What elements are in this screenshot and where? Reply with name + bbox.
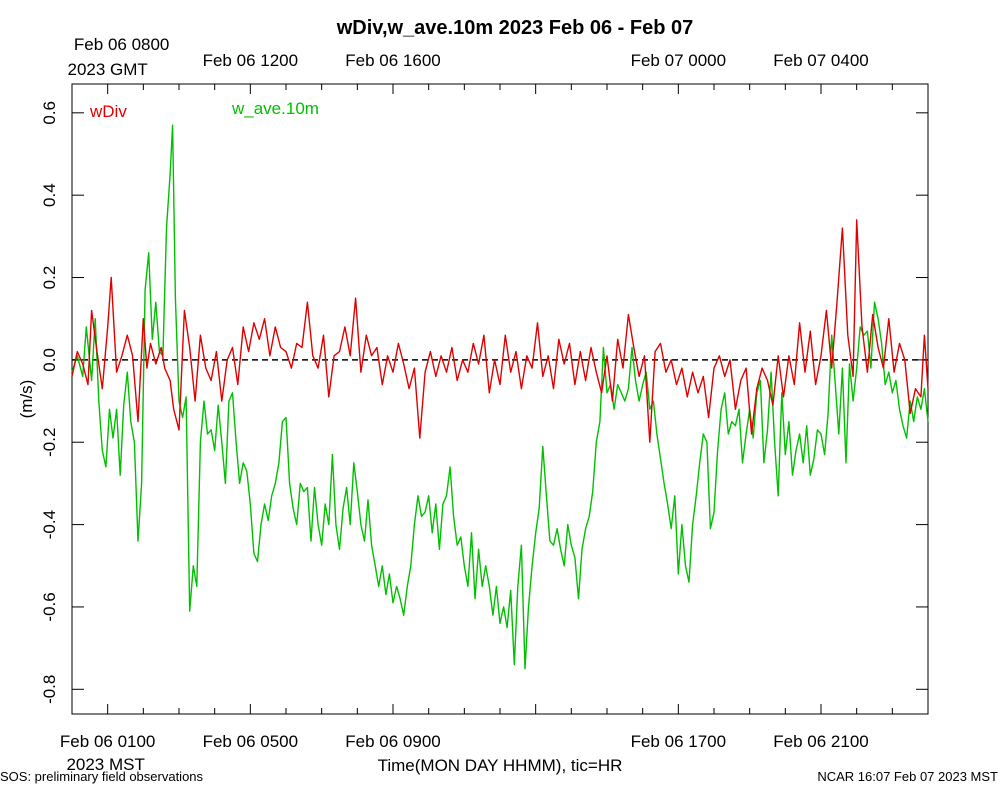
x-top-tick-label: Feb 07 0400 — [773, 51, 868, 70]
chart-title: wDiv,w_ave.10m 2023 Feb 06 - Feb 07 — [336, 17, 693, 39]
series-line-wdiv — [71, 219, 929, 443]
y-axis: -0.8 -0.6 -0.4 -0.2 0.0 0.2 0.4 0.6 — [40, 101, 928, 704]
x-top-tick-label: Feb 07 0000 — [631, 51, 726, 70]
x-bottom-tick-sublabel: 2023 MST — [66, 755, 144, 774]
legend-wdiv: wDiv — [89, 102, 127, 121]
x-top-tick-label: Feb 06 0800 — [74, 35, 169, 54]
x-top-tick-sublabel: 2023 GMT — [68, 60, 148, 79]
y-axis-label: (m/s) — [17, 380, 36, 419]
footer-left-note: SOS: preliminary field observations — [0, 769, 204, 784]
y-tick-label: -0.2 — [40, 428, 59, 457]
x-top-tick-label: Feb 06 1200 — [203, 51, 298, 70]
x-bottom-tick-label: Feb 06 0100 — [60, 732, 155, 751]
x-bottom-tick-label: Feb 06 0900 — [345, 732, 440, 751]
series-layer — [71, 124, 929, 670]
series-line-w-ave-10m — [71, 124, 929, 670]
x-top-tick-label: Feb 06 1600 — [345, 51, 440, 70]
x-bottom-tick-label: Feb 06 0500 — [203, 732, 298, 751]
legend-w-ave-10m: w_ave.10m — [231, 99, 319, 118]
footer-right-note: NCAR 16:07 Feb 07 2023 MST — [817, 769, 998, 784]
y-tick-label: 0.2 — [40, 266, 59, 290]
x-axis-label: Time(MON DAY HHMM), tic=HR — [378, 756, 623, 775]
x-axis: Feb 06 0800 2023 GMT Feb 06 1200 Feb 06 160… — [60, 35, 929, 774]
y-tick-label: -0.6 — [40, 592, 59, 621]
y-tick-label: -0.8 — [40, 675, 59, 704]
y-tick-label: 0.4 — [40, 183, 59, 207]
y-tick-label: -0.4 — [40, 510, 59, 539]
x-bottom-tick-label: Feb 06 1700 — [631, 732, 726, 751]
y-tick-label: 0.0 — [40, 348, 59, 372]
y-tick-label: 0.6 — [40, 101, 59, 125]
x-bottom-tick-label: Feb 06 2100 — [773, 732, 868, 751]
